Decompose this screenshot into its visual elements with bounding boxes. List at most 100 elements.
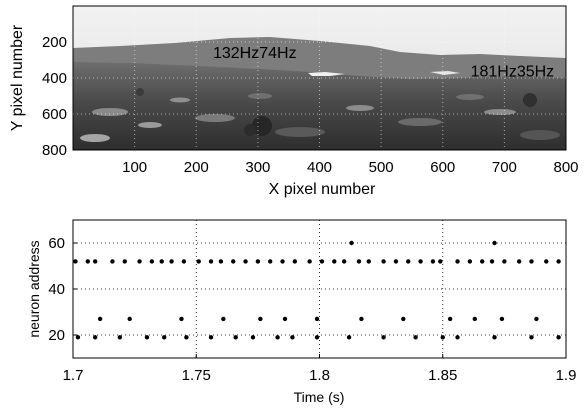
- raster-spike-point: [117, 335, 123, 340]
- raster-spike-point: [122, 259, 127, 264]
- raster-spike-point: [319, 259, 325, 264]
- raster-spike-point: [169, 259, 174, 264]
- raster-spike-point: [184, 335, 189, 340]
- raster-spike-point: [73, 259, 78, 264]
- raster-x-tick-label: 1.9: [556, 367, 577, 384]
- image-y-axis-label: Y pixel number: [9, 24, 26, 131]
- raster-spike-point: [440, 335, 445, 340]
- raster-spike-point: [208, 335, 214, 340]
- raster-spike-point: [314, 316, 320, 322]
- raster-spike-point: [149, 259, 155, 264]
- image-x-tick-label: 800: [553, 159, 578, 176]
- raster-spike-point: [356, 259, 362, 264]
- raster-spike-point: [275, 335, 280, 340]
- image-x-tick-label: 100: [122, 159, 147, 176]
- raster-spike-point: [218, 259, 224, 264]
- raster-x-tick-label: 1.8: [309, 367, 330, 384]
- raster-spike-point: [479, 259, 485, 264]
- raster-spike-point: [359, 316, 364, 322]
- raster-spike-point: [110, 259, 115, 264]
- raster-spike-point: [516, 259, 522, 264]
- image-x-tick-label: 300: [245, 159, 270, 176]
- raster-spike-point: [250, 335, 256, 340]
- raster-x-tick-label: 1.85: [428, 367, 457, 384]
- raster-spike-point: [492, 240, 497, 246]
- raster-spike-point: [492, 335, 497, 340]
- raster-spike-point: [85, 259, 90, 264]
- raster-spike-point: [75, 335, 81, 340]
- raster-axis-ticks: 1.7 1.75 1.8 1.85 1.9 20 40 60: [48, 235, 576, 384]
- image-annotation: 132Hz74Hz: [213, 45, 297, 62]
- raster-spike-point: [314, 335, 320, 340]
- raster-spike-point: [406, 259, 411, 264]
- raster-spike-point: [181, 259, 187, 264]
- image-axis-ticks: 100 200 300 400 500 600 700 800 200 400 600 800: [42, 34, 579, 176]
- image-y-tick-label: 200: [42, 34, 67, 51]
- raster-spike-point: [529, 259, 534, 264]
- image-panel: 100 200 300 400 500 600 700 800 200 400 600 800 132…: [9, 5, 579, 198]
- raster-spike-point: [529, 335, 534, 340]
- raster-spike-point: [196, 259, 201, 264]
- raster-spike-point: [144, 335, 150, 340]
- raster-spike-point: [127, 316, 132, 322]
- raster-spike-point: [97, 316, 103, 322]
- image-y-tick-label: 400: [42, 70, 67, 87]
- raster-spike-point: [221, 316, 226, 322]
- image-y-tick-label: 600: [42, 106, 67, 123]
- raster-spike-point: [159, 259, 164, 264]
- image-frame: [72, 5, 567, 151]
- raster-y-tick-label: 60: [48, 235, 65, 252]
- image-x-tick-label: 700: [492, 159, 517, 176]
- raster-y-axis-label: neuron address: [26, 240, 42, 337]
- raster-spike-point: [502, 259, 507, 264]
- raster-spike-point: [534, 316, 539, 322]
- raster-spike-point: [179, 316, 184, 322]
- raster-spike-point: [282, 316, 288, 322]
- image-x-tick-label: 200: [184, 159, 209, 176]
- raster-spike-point: [499, 316, 505, 322]
- raster-spike-point: [455, 335, 460, 340]
- image-annotations: 132Hz74Hz 181Hz35Hz: [213, 45, 554, 81]
- raster-spike-point: [366, 259, 371, 264]
- raster-spike-point: [92, 335, 98, 340]
- image-x-tick-label: 400: [307, 159, 332, 176]
- raster-spike-point: [162, 335, 167, 340]
- raster-spike-point: [341, 259, 347, 264]
- raster-spike-point: [243, 259, 248, 264]
- raster-spike-point: [556, 259, 561, 264]
- raster-spike-point: [280, 259, 285, 264]
- raster-spike-point: [393, 259, 399, 264]
- image-annotation: 181Hz35Hz: [471, 64, 555, 81]
- raster-x-tick-label: 1.75: [182, 367, 211, 384]
- raster-spike-point: [556, 335, 561, 340]
- raster-spike-point: [307, 259, 312, 264]
- raster-y-tick-label: 20: [48, 327, 65, 344]
- raster-spike-point: [447, 316, 453, 322]
- raster-spike-point: [258, 316, 263, 322]
- raster-spike-point: [430, 259, 436, 264]
- raster-spike-point: [455, 259, 460, 264]
- raster-spike-point: [489, 259, 495, 264]
- raster-spike-point: [290, 335, 295, 340]
- raster-spike-point: [438, 259, 443, 264]
- raster-spike-point: [401, 316, 406, 322]
- raster-spike-point: [292, 259, 298, 264]
- raster-spike-point: [137, 259, 142, 264]
- raster-y-tick-label: 40: [48, 281, 65, 298]
- raster-spike-point: [413, 335, 418, 340]
- raster-x-tick-label: 1.7: [63, 367, 84, 384]
- image-gridlines: [73, 6, 567, 151]
- raster-spike-point: [268, 259, 273, 264]
- raster-spike-point: [418, 259, 423, 264]
- raster-spike-point: [231, 259, 236, 264]
- raster-panel: 1.7 1.75 1.8 1.85 1.9 20 40 60 Time (s) neuron …: [26, 219, 576, 405]
- raster-spike-point: [208, 259, 214, 264]
- raster-spike-point: [544, 259, 549, 264]
- raster-x-axis-label: Time (s): [294, 389, 345, 405]
- raster-spike-point: [255, 259, 261, 264]
- raster-spike-point: [349, 240, 354, 246]
- raster-points: [73, 240, 561, 340]
- raster-spike-point: [472, 316, 477, 322]
- raster-spike-point: [332, 259, 337, 264]
